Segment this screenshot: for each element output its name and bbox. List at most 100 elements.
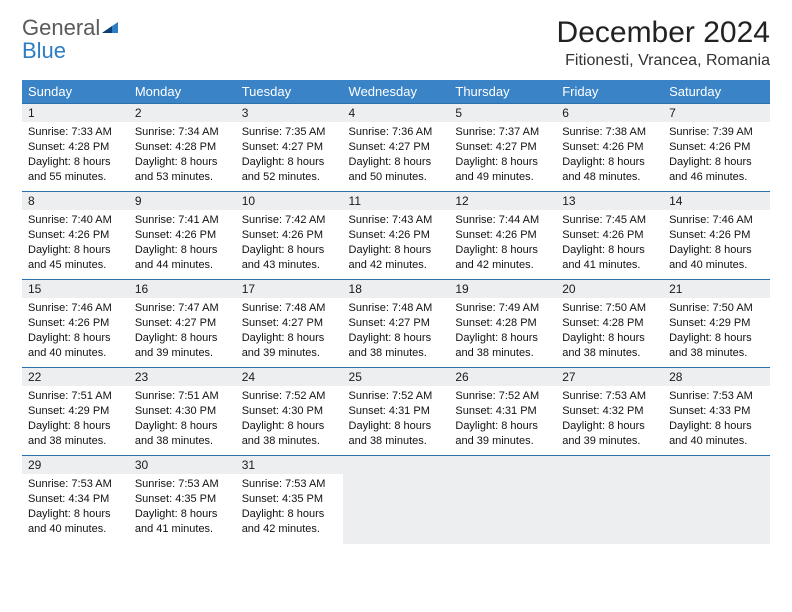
logo-triangle-icon: [100, 15, 120, 40]
day-content: Sunrise: 7:46 AMSunset: 4:26 PMDaylight:…: [22, 298, 129, 366]
sunset-line: Sunset: 4:26 PM: [669, 228, 764, 243]
sunrise-line: Sunrise: 7:40 AM: [28, 213, 123, 228]
calendar-week-row: 29Sunrise: 7:53 AMSunset: 4:34 PMDayligh…: [22, 456, 770, 544]
sunset-line: Sunset: 4:28 PM: [455, 316, 550, 331]
day-number: 27: [556, 368, 663, 386]
day-content: Sunrise: 7:52 AMSunset: 4:30 PMDaylight:…: [236, 386, 343, 454]
sunset-line: Sunset: 4:35 PM: [135, 492, 230, 507]
sunset-line: Sunset: 4:35 PM: [242, 492, 337, 507]
daylight-line: Daylight: 8 hours and 43 minutes.: [242, 243, 337, 273]
sunset-line: Sunset: 4:31 PM: [349, 404, 444, 419]
calendar-cell: 27Sunrise: 7:53 AMSunset: 4:32 PMDayligh…: [556, 368, 663, 456]
calendar-week-row: 15Sunrise: 7:46 AMSunset: 4:26 PMDayligh…: [22, 280, 770, 368]
daylight-line: Daylight: 8 hours and 53 minutes.: [135, 155, 230, 185]
sunrise-line: Sunrise: 7:52 AM: [349, 389, 444, 404]
day-number: 29: [22, 456, 129, 474]
sunrise-line: Sunrise: 7:48 AM: [349, 301, 444, 316]
sunrise-line: Sunrise: 7:39 AM: [669, 125, 764, 140]
daylight-line: Daylight: 8 hours and 38 minutes.: [349, 419, 444, 449]
day-content: Sunrise: 7:37 AMSunset: 4:27 PMDaylight:…: [449, 122, 556, 190]
daylight-line: Daylight: 8 hours and 52 minutes.: [242, 155, 337, 185]
sunset-line: Sunset: 4:26 PM: [349, 228, 444, 243]
sunrise-line: Sunrise: 7:53 AM: [28, 477, 123, 492]
logo-word-general: General: [22, 15, 100, 40]
day-number: [556, 456, 663, 474]
daylight-line: Daylight: 8 hours and 38 minutes.: [562, 331, 657, 361]
sunset-line: Sunset: 4:26 PM: [28, 316, 123, 331]
daylight-line: Daylight: 8 hours and 44 minutes.: [135, 243, 230, 273]
calendar-week-row: 1Sunrise: 7:33 AMSunset: 4:28 PMDaylight…: [22, 104, 770, 192]
day-number: 23: [129, 368, 236, 386]
calendar-cell: 8Sunrise: 7:40 AMSunset: 4:26 PMDaylight…: [22, 192, 129, 280]
sunrise-line: Sunrise: 7:51 AM: [28, 389, 123, 404]
daylight-line: Daylight: 8 hours and 39 minutes.: [135, 331, 230, 361]
weekday-header: Wednesday: [343, 80, 450, 104]
weekday-header: Friday: [556, 80, 663, 104]
sunset-line: Sunset: 4:30 PM: [242, 404, 337, 419]
daylight-line: Daylight: 8 hours and 40 minutes.: [28, 331, 123, 361]
day-number: 5: [449, 104, 556, 122]
sunset-line: Sunset: 4:26 PM: [135, 228, 230, 243]
sunrise-line: Sunrise: 7:53 AM: [562, 389, 657, 404]
day-content: Sunrise: 7:51 AMSunset: 4:30 PMDaylight:…: [129, 386, 236, 454]
calendar-cell: 21Sunrise: 7:50 AMSunset: 4:29 PMDayligh…: [663, 280, 770, 368]
calendar-table: SundayMondayTuesdayWednesdayThursdayFrid…: [22, 80, 770, 544]
logo-word-blue: Blue: [22, 38, 66, 63]
daylight-line: Daylight: 8 hours and 46 minutes.: [669, 155, 764, 185]
day-number: 20: [556, 280, 663, 298]
day-content: Sunrise: 7:44 AMSunset: 4:26 PMDaylight:…: [449, 210, 556, 278]
calendar-cell: [663, 456, 770, 544]
sunset-line: Sunset: 4:33 PM: [669, 404, 764, 419]
daylight-line: Daylight: 8 hours and 45 minutes.: [28, 243, 123, 273]
calendar-cell: 16Sunrise: 7:47 AMSunset: 4:27 PMDayligh…: [129, 280, 236, 368]
sunrise-line: Sunrise: 7:34 AM: [135, 125, 230, 140]
calendar-cell: 31Sunrise: 7:53 AMSunset: 4:35 PMDayligh…: [236, 456, 343, 544]
calendar-cell: 28Sunrise: 7:53 AMSunset: 4:33 PMDayligh…: [663, 368, 770, 456]
daylight-line: Daylight: 8 hours and 38 minutes.: [242, 419, 337, 449]
calendar-cell: 19Sunrise: 7:49 AMSunset: 4:28 PMDayligh…: [449, 280, 556, 368]
calendar-cell: 13Sunrise: 7:45 AMSunset: 4:26 PMDayligh…: [556, 192, 663, 280]
day-content: Sunrise: 7:52 AMSunset: 4:31 PMDaylight:…: [343, 386, 450, 454]
month-title: December 2024: [557, 16, 770, 50]
day-content: Sunrise: 7:47 AMSunset: 4:27 PMDaylight:…: [129, 298, 236, 366]
calendar-week-row: 22Sunrise: 7:51 AMSunset: 4:29 PMDayligh…: [22, 368, 770, 456]
daylight-line: Daylight: 8 hours and 38 minutes.: [349, 331, 444, 361]
calendar-cell: 30Sunrise: 7:53 AMSunset: 4:35 PMDayligh…: [129, 456, 236, 544]
daylight-line: Daylight: 8 hours and 38 minutes.: [455, 331, 550, 361]
sunset-line: Sunset: 4:27 PM: [349, 316, 444, 331]
day-number: 12: [449, 192, 556, 210]
daylight-line: Daylight: 8 hours and 41 minutes.: [135, 507, 230, 537]
day-number: 10: [236, 192, 343, 210]
sunrise-line: Sunrise: 7:46 AM: [28, 301, 123, 316]
day-number: 3: [236, 104, 343, 122]
sunrise-line: Sunrise: 7:44 AM: [455, 213, 550, 228]
day-number: 13: [556, 192, 663, 210]
sunset-line: Sunset: 4:28 PM: [28, 140, 123, 155]
day-number: 11: [343, 192, 450, 210]
day-number: 8: [22, 192, 129, 210]
calendar-cell: 1Sunrise: 7:33 AMSunset: 4:28 PMDaylight…: [22, 104, 129, 192]
sunset-line: Sunset: 4:28 PM: [562, 316, 657, 331]
sunrise-line: Sunrise: 7:52 AM: [455, 389, 550, 404]
calendar-cell: 23Sunrise: 7:51 AMSunset: 4:30 PMDayligh…: [129, 368, 236, 456]
day-content: Sunrise: 7:53 AMSunset: 4:34 PMDaylight:…: [22, 474, 129, 542]
header: General Blue December 2024 Fitionesti, V…: [22, 16, 770, 70]
day-content: Sunrise: 7:49 AMSunset: 4:28 PMDaylight:…: [449, 298, 556, 366]
day-number: 26: [449, 368, 556, 386]
calendar-cell: [343, 456, 450, 544]
daylight-line: Daylight: 8 hours and 42 minutes.: [349, 243, 444, 273]
sunrise-line: Sunrise: 7:37 AM: [455, 125, 550, 140]
sunrise-line: Sunrise: 7:42 AM: [242, 213, 337, 228]
daylight-line: Daylight: 8 hours and 48 minutes.: [562, 155, 657, 185]
day-content: Sunrise: 7:38 AMSunset: 4:26 PMDaylight:…: [556, 122, 663, 190]
weekday-header-row: SundayMondayTuesdayWednesdayThursdayFrid…: [22, 80, 770, 104]
calendar-cell: 4Sunrise: 7:36 AMSunset: 4:27 PMDaylight…: [343, 104, 450, 192]
daylight-line: Daylight: 8 hours and 42 minutes.: [455, 243, 550, 273]
day-content: Sunrise: 7:53 AMSunset: 4:32 PMDaylight:…: [556, 386, 663, 454]
day-number: 25: [343, 368, 450, 386]
day-number: [449, 456, 556, 474]
day-number: [663, 456, 770, 474]
day-number: 31: [236, 456, 343, 474]
calendar-cell: 7Sunrise: 7:39 AMSunset: 4:26 PMDaylight…: [663, 104, 770, 192]
weekday-header: Thursday: [449, 80, 556, 104]
